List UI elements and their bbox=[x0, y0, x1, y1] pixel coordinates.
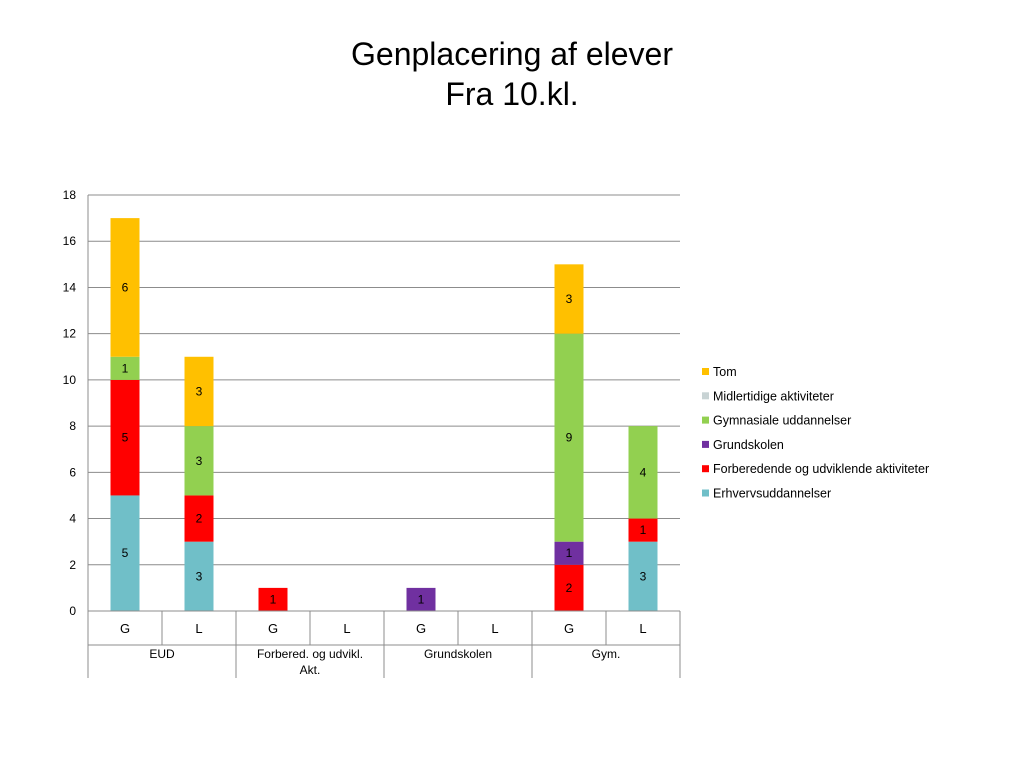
data-label: 1 bbox=[122, 361, 129, 375]
legend-label: Grundskolen bbox=[713, 438, 784, 452]
category-label: G bbox=[120, 621, 130, 636]
data-label: 2 bbox=[566, 581, 573, 595]
legend-swatch bbox=[702, 368, 709, 375]
bar-segment bbox=[406, 587, 436, 611]
legend-swatch bbox=[702, 440, 709, 448]
data-label: 9 bbox=[566, 431, 573, 445]
y-tick-label: 2 bbox=[69, 558, 76, 572]
bar-segment bbox=[110, 495, 140, 611]
bar-segment bbox=[184, 426, 214, 496]
category-label: G bbox=[564, 621, 574, 636]
bar-segment bbox=[628, 518, 658, 542]
group-label: Gym. bbox=[592, 647, 621, 661]
legend-label: Tom bbox=[713, 365, 737, 379]
y-tick-label: 0 bbox=[69, 604, 76, 618]
y-tick-label: 10 bbox=[63, 373, 77, 387]
y-tick-label: 16 bbox=[63, 234, 77, 248]
category-label: L bbox=[639, 621, 646, 636]
chart-title-line-1: Genplacering af elever bbox=[351, 36, 673, 72]
bar-segment bbox=[554, 333, 584, 542]
data-label: 2 bbox=[196, 512, 203, 526]
data-label: 1 bbox=[640, 523, 647, 537]
category-label: G bbox=[268, 621, 278, 636]
category-label: G bbox=[416, 621, 426, 636]
legend-label: Forberedende og udviklende aktiviteter bbox=[713, 462, 929, 476]
legend-swatch bbox=[702, 392, 709, 400]
category-label: L bbox=[491, 621, 498, 636]
bar-segment bbox=[184, 356, 214, 427]
data-label: 3 bbox=[566, 292, 573, 306]
group-label: EUD bbox=[149, 647, 175, 661]
bar-segment bbox=[628, 426, 658, 519]
group-label: Akt. bbox=[300, 663, 321, 677]
y-tick-label: 12 bbox=[63, 327, 77, 341]
data-label: 3 bbox=[196, 384, 203, 398]
legend-label: Erhvervsuddannelser bbox=[713, 487, 831, 501]
data-label: 3 bbox=[196, 569, 203, 583]
bar-segment bbox=[184, 541, 214, 611]
data-label: 3 bbox=[640, 569, 647, 583]
legend-swatch bbox=[702, 416, 709, 424]
y-tick-label: 8 bbox=[69, 419, 76, 433]
data-label: 1 bbox=[418, 592, 425, 606]
data-label: 6 bbox=[122, 280, 129, 294]
bar-segment bbox=[554, 541, 584, 565]
chart-title: Genplacering af elever Fra 10.kl. bbox=[0, 34, 1024, 114]
data-label: 1 bbox=[566, 546, 573, 560]
legend-label: Gymnasiale uddannelser bbox=[713, 414, 851, 428]
y-tick-label: 14 bbox=[63, 280, 77, 294]
bar-segment bbox=[554, 264, 584, 334]
bar-segment bbox=[110, 218, 140, 357]
category-label: L bbox=[343, 621, 350, 636]
y-tick-label: 18 bbox=[63, 188, 77, 202]
category-label: L bbox=[195, 621, 202, 636]
legend-swatch bbox=[702, 489, 709, 497]
bar-segment bbox=[110, 379, 140, 496]
legend-swatch bbox=[702, 465, 709, 473]
data-label: 5 bbox=[122, 546, 129, 560]
data-label: 1 bbox=[270, 592, 277, 606]
chart-title-line-2: Fra 10.kl. bbox=[445, 76, 579, 112]
legend-label: Midlertidige aktiviteter bbox=[713, 389, 834, 403]
group-label: Grundskolen bbox=[424, 647, 492, 661]
y-tick-label: 4 bbox=[69, 512, 76, 526]
bar-segment bbox=[258, 587, 288, 611]
bar-segment bbox=[110, 356, 140, 380]
group-label: Forbered. og udvikl. bbox=[257, 647, 363, 661]
data-label: 5 bbox=[122, 431, 129, 445]
bar-segment bbox=[184, 495, 214, 542]
bar-segment bbox=[628, 541, 658, 611]
y-tick-label: 6 bbox=[69, 465, 76, 479]
data-label: 3 bbox=[196, 454, 203, 468]
data-label: 4 bbox=[640, 465, 647, 479]
bar-segment bbox=[554, 564, 584, 611]
